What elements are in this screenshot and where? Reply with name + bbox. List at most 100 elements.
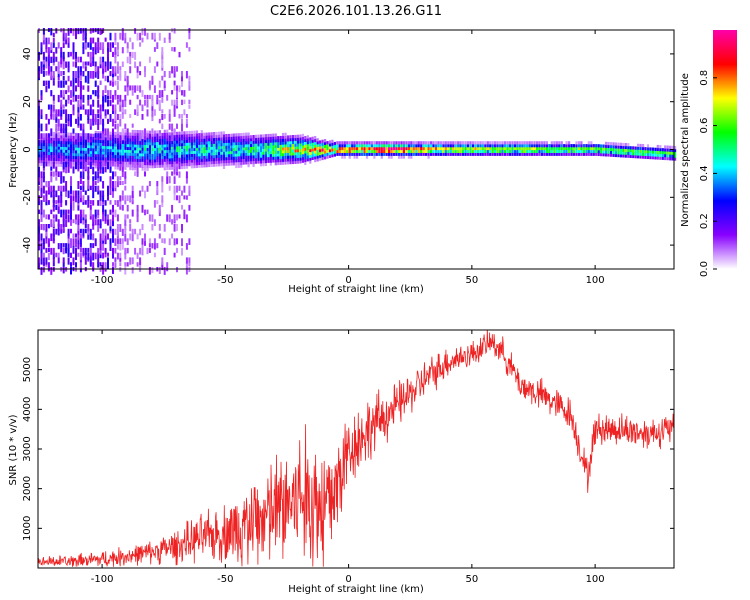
heatmap-cell [484, 149, 487, 153]
heatmap-cell [570, 152, 573, 156]
heatmap-cell [294, 140, 297, 144]
heatmap-noise-cell [70, 90, 72, 99]
heatmap-noise-cell [72, 204, 75, 211]
heatmap-noise-cell [97, 99, 100, 108]
heatmap-noise-cell [94, 90, 97, 97]
heatmap-noise-cell [38, 209, 40, 214]
heatmap-cell [181, 137, 184, 141]
heatmap-cell [277, 147, 280, 151]
heatmap-noise-cell [89, 51, 92, 60]
heatmap-noise-cell [77, 195, 80, 204]
heatmap-cell [442, 146, 445, 151]
heatmap-cell [654, 153, 657, 157]
heatmap-noise-cell [60, 190, 63, 196]
heatmap-noise-cell [104, 214, 107, 222]
heatmap-cell [326, 152, 329, 156]
heatmap-noise-cell [181, 99, 183, 106]
heatmap-noise-cell [47, 247, 50, 253]
heatmap-cell [299, 146, 302, 150]
heatmap-noise-cell [60, 109, 63, 117]
heatmap-cell [385, 144, 388, 148]
heatmap-noise-cell [60, 195, 63, 203]
heatmap-noise-cell [67, 247, 70, 255]
snr-ytick-label: 5000 [22, 357, 33, 382]
heatmap-cell [425, 149, 428, 153]
heatmap-cell [287, 158, 290, 162]
heatmap-cell [210, 138, 213, 142]
heatmap-cell [624, 151, 627, 155]
heatmap-noise-cell [129, 219, 132, 224]
heatmap-noise-cell [102, 161, 105, 168]
heatmap-cell [227, 139, 230, 143]
heatmap-cell [67, 158, 70, 162]
heatmap-cell [390, 149, 393, 153]
heatmap-cell [235, 156, 238, 160]
heatmap-noise-cell [112, 42, 114, 48]
heatmap-cell [181, 163, 184, 167]
heatmap-noise-cell [84, 200, 87, 205]
heatmap-noise-cell [52, 80, 55, 86]
heatmap-cell [163, 155, 166, 159]
heatmap-cell [671, 148, 674, 152]
heatmap-noise-cell [67, 99, 70, 104]
heatmap-cell [156, 147, 159, 151]
heatmap-cell [252, 143, 255, 147]
heatmap-cell [176, 134, 179, 138]
heatmap-noise-cell [52, 200, 55, 208]
heatmap-noise-cell [144, 71, 146, 78]
heatmap-cell [129, 166, 132, 171]
heatmap-cell [65, 149, 68, 153]
heatmap-noise-cell [72, 80, 75, 87]
heatmap-cell [356, 141, 359, 145]
heatmap-noise-cell [104, 247, 107, 255]
heatmap-noise-cell [102, 243, 105, 251]
heatmap-cell [119, 146, 122, 150]
heatmap-cell [262, 145, 265, 149]
heatmap-cell [163, 135, 166, 139]
heatmap-cell [432, 149, 435, 153]
heatmap-cell [624, 143, 627, 147]
heatmap-cell [516, 152, 519, 156]
heatmap-cell [62, 158, 65, 162]
heatmap-noise-cell [116, 228, 119, 237]
heatmap-noise-cell [141, 185, 144, 192]
heatmap-noise-cell [119, 66, 122, 71]
heatmap-noise-cell [92, 181, 95, 188]
heatmap-cell [489, 149, 492, 153]
heatmap-cell [254, 137, 258, 141]
heatmap-cell [607, 147, 610, 151]
heatmap-cell [40, 139, 43, 144]
heatmap-cell [291, 137, 295, 142]
heatmap-cell [139, 164, 142, 168]
heatmap-cell [664, 154, 667, 158]
heatmap-cell [141, 147, 144, 151]
heatmap-cell [156, 164, 159, 168]
heatmap-cell [240, 135, 243, 140]
heatmap-cell [230, 145, 233, 149]
heatmap-cell [235, 144, 238, 148]
heatmap-cell [400, 141, 403, 145]
heatmap-cell [139, 144, 142, 148]
heatmap-noise-cell [153, 47, 156, 52]
heatmap-cell [131, 144, 134, 148]
heatmap-noise-cell [65, 99, 68, 107]
heatmap-noise-cell [119, 224, 122, 232]
heatmap-noise-cell [79, 247, 82, 253]
heatmap-cell [195, 141, 198, 146]
heatmap-cell [166, 158, 169, 162]
heatmap-noise-cell [75, 252, 77, 261]
heatmap-noise-cell [144, 233, 146, 242]
heatmap-noise-cell [104, 114, 107, 119]
heatmap-cell [247, 141, 250, 145]
heatmap-cell [637, 155, 640, 159]
heatmap-cell [533, 144, 536, 148]
heatmap-noise-cell [62, 185, 65, 192]
heatmap-cell [674, 146, 677, 150]
heatmap-noise-cell [126, 262, 129, 267]
heatmap-cell [284, 138, 287, 142]
heatmap-noise-cell [129, 66, 132, 74]
heatmap-noise-cell [70, 161, 72, 169]
heatmap-noise-cell [50, 233, 53, 242]
heatmap-noise-cell [42, 51, 45, 60]
heatmap-cell [203, 150, 206, 154]
